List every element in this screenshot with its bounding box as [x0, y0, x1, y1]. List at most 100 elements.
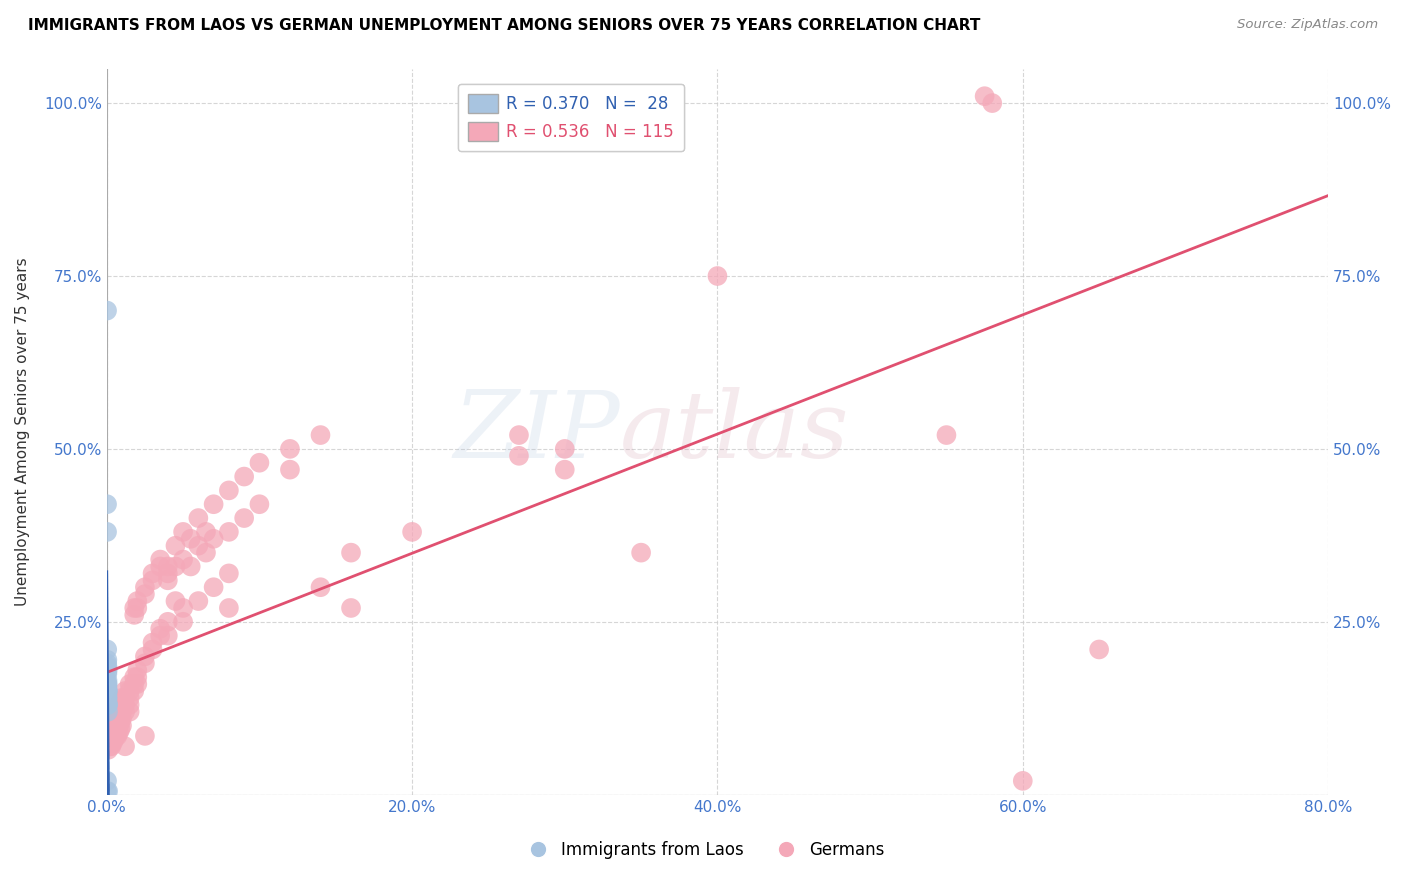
Text: Source: ZipAtlas.com: Source: ZipAtlas.com — [1237, 18, 1378, 31]
Point — [97, 736, 120, 750]
Point — [111, 705, 134, 719]
Point — [110, 701, 132, 715]
Point — [98, 732, 121, 747]
Point — [101, 725, 124, 739]
Point — [202, 497, 225, 511]
Point — [134, 657, 156, 671]
Point — [172, 552, 194, 566]
Point — [108, 718, 131, 732]
Point — [114, 739, 136, 754]
Point — [101, 732, 124, 747]
Point — [195, 546, 218, 560]
Point — [187, 511, 209, 525]
Point — [100, 736, 122, 750]
Point — [97, 698, 120, 712]
Point — [111, 712, 134, 726]
Point — [96, 784, 118, 798]
Point — [96, 653, 118, 667]
Point — [156, 615, 179, 629]
Text: IMMIGRANTS FROM LAOS VS GERMAN UNEMPLOYMENT AMONG SENIORS OVER 75 YEARS CORRELAT: IMMIGRANTS FROM LAOS VS GERMAN UNEMPLOYM… — [28, 18, 980, 33]
Point — [122, 684, 145, 698]
Point — [156, 566, 179, 581]
Point — [103, 708, 125, 723]
Point — [107, 708, 129, 723]
Point — [118, 684, 141, 698]
Point — [97, 698, 120, 712]
Point — [172, 615, 194, 629]
Point — [96, 694, 118, 708]
Point — [96, 681, 118, 695]
Point — [127, 677, 149, 691]
Point — [218, 483, 240, 498]
Point — [118, 690, 141, 705]
Point — [97, 684, 120, 698]
Point — [96, 684, 118, 698]
Point — [508, 428, 530, 442]
Point — [149, 559, 172, 574]
Point — [202, 532, 225, 546]
Point — [103, 729, 125, 743]
Point — [96, 524, 118, 539]
Text: atlas: atlas — [620, 386, 849, 476]
Point — [96, 694, 118, 708]
Point — [96, 303, 118, 318]
Point — [107, 722, 129, 736]
Point — [110, 722, 132, 736]
Point — [278, 442, 301, 456]
Point — [97, 677, 120, 691]
Point — [127, 670, 149, 684]
Point — [96, 690, 118, 705]
Point — [96, 677, 118, 691]
Point — [100, 732, 122, 747]
Point — [309, 580, 332, 594]
Point — [340, 601, 363, 615]
Point — [142, 642, 165, 657]
Point — [706, 268, 728, 283]
Point — [97, 784, 120, 798]
Point — [96, 659, 118, 673]
Point — [554, 442, 576, 456]
Point — [103, 722, 125, 736]
Point — [156, 559, 179, 574]
Point — [218, 601, 240, 615]
Point — [98, 718, 121, 732]
Point — [218, 566, 240, 581]
Point — [108, 725, 131, 739]
Point — [172, 524, 194, 539]
Point — [122, 670, 145, 684]
Point — [96, 642, 118, 657]
Point — [108, 712, 131, 726]
Point — [180, 532, 202, 546]
Point — [195, 524, 218, 539]
Point — [187, 594, 209, 608]
Point — [104, 705, 127, 719]
Point — [218, 524, 240, 539]
Point — [156, 629, 179, 643]
Point — [630, 546, 652, 560]
Point — [233, 469, 256, 483]
Point — [165, 594, 187, 608]
Point — [122, 677, 145, 691]
Point — [118, 677, 141, 691]
Point — [104, 718, 127, 732]
Point — [134, 649, 156, 664]
Point — [122, 601, 145, 615]
Point — [973, 89, 995, 103]
Point — [104, 729, 127, 743]
Point — [114, 698, 136, 712]
Point — [340, 546, 363, 560]
Point — [98, 739, 121, 754]
Point — [104, 712, 127, 726]
Point — [134, 580, 156, 594]
Point — [127, 601, 149, 615]
Point — [97, 705, 120, 719]
Point — [97, 743, 120, 757]
Point — [110, 708, 132, 723]
Point — [101, 718, 124, 732]
Point — [554, 463, 576, 477]
Point — [96, 687, 118, 701]
Point — [249, 456, 271, 470]
Point — [107, 701, 129, 715]
Text: ZIP: ZIP — [453, 386, 620, 476]
Point — [107, 715, 129, 730]
